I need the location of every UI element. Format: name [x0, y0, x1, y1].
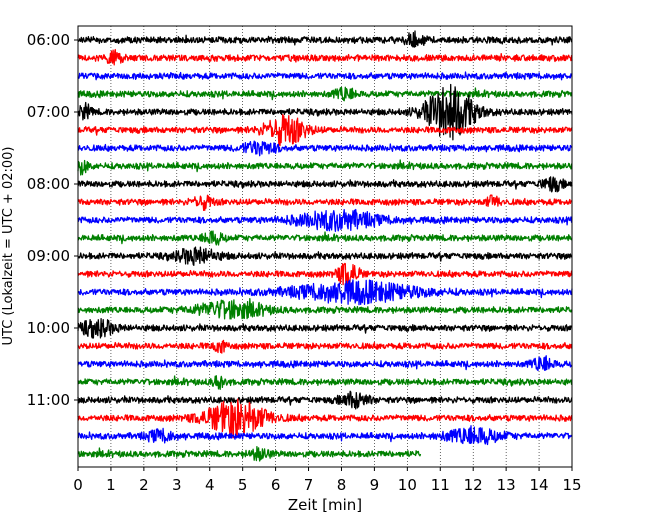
x-tick-label-4: 4: [205, 476, 215, 494]
trace-1100: [77, 390, 573, 410]
x-tick-label-15: 15: [562, 476, 581, 494]
trace-0630: [77, 71, 573, 81]
trace-1145: [77, 445, 422, 462]
x-tick-label-9: 9: [370, 476, 380, 494]
x-axis-label: Zeit [min]: [288, 496, 362, 514]
trace-1000: [77, 317, 573, 339]
trace-0745: [77, 159, 573, 176]
x-tick-label-10: 10: [398, 476, 417, 494]
trace-0900: [77, 246, 573, 266]
trace-1015: [77, 339, 573, 354]
x-tick-label-6: 6: [271, 476, 281, 494]
x-axis: 0 1 2 3 4 5 6 7 8 9 10 11 12 13 14 15: [73, 467, 582, 494]
x-tick-label-14: 14: [530, 476, 549, 494]
trace-0915: [77, 262, 573, 288]
x-tick-label-2: 2: [139, 476, 149, 494]
y-tick-label-06:00: 06:00: [27, 31, 70, 49]
y-tick-label-08:00: 08:00: [27, 175, 70, 193]
y-tick-label-11:00: 11:00: [27, 391, 70, 409]
y-axis: 06:00 07:00 08:00 09:00 10:00 11:00: [27, 31, 78, 409]
trace-0615: [77, 48, 573, 66]
trace-1045: [77, 375, 573, 391]
x-tick-label-1: 1: [106, 476, 116, 494]
trace-1130: [77, 425, 573, 446]
trace-0645: [77, 86, 573, 102]
trace-0930: [77, 279, 573, 306]
x-tick-label-12: 12: [464, 476, 483, 494]
trace-0945: [77, 297, 573, 320]
x-tick-label-11: 11: [431, 476, 450, 494]
x-tick-label-8: 8: [337, 476, 347, 494]
x-tick-label-3: 3: [172, 476, 182, 494]
y-tick-label-09:00: 09:00: [27, 247, 70, 265]
x-tick-label-5: 5: [238, 476, 248, 494]
x-tick-label-13: 13: [497, 476, 516, 494]
x-tick-label-0: 0: [73, 476, 83, 494]
trace-0815: [77, 194, 573, 212]
y-axis-label: UTC (Lokalzeit = UTC + 02:00): [1, 147, 16, 346]
y-tick-label-07:00: 07:00: [27, 103, 70, 121]
trace-0730: [77, 140, 573, 157]
traces: [77, 30, 573, 462]
trace-0800: [77, 176, 573, 193]
trace-0715: [77, 113, 573, 147]
y-tick-label-10:00: 10:00: [27, 319, 70, 337]
x-tick-label-7: 7: [304, 476, 314, 494]
trace-0600: [77, 30, 573, 48]
trace-1115: [77, 398, 573, 439]
plot-frame: [77, 25, 573, 468]
trace-0700: [77, 83, 573, 141]
trace-0830: [77, 208, 573, 232]
trace-0845: [77, 230, 573, 246]
trace-1030: [77, 355, 573, 372]
